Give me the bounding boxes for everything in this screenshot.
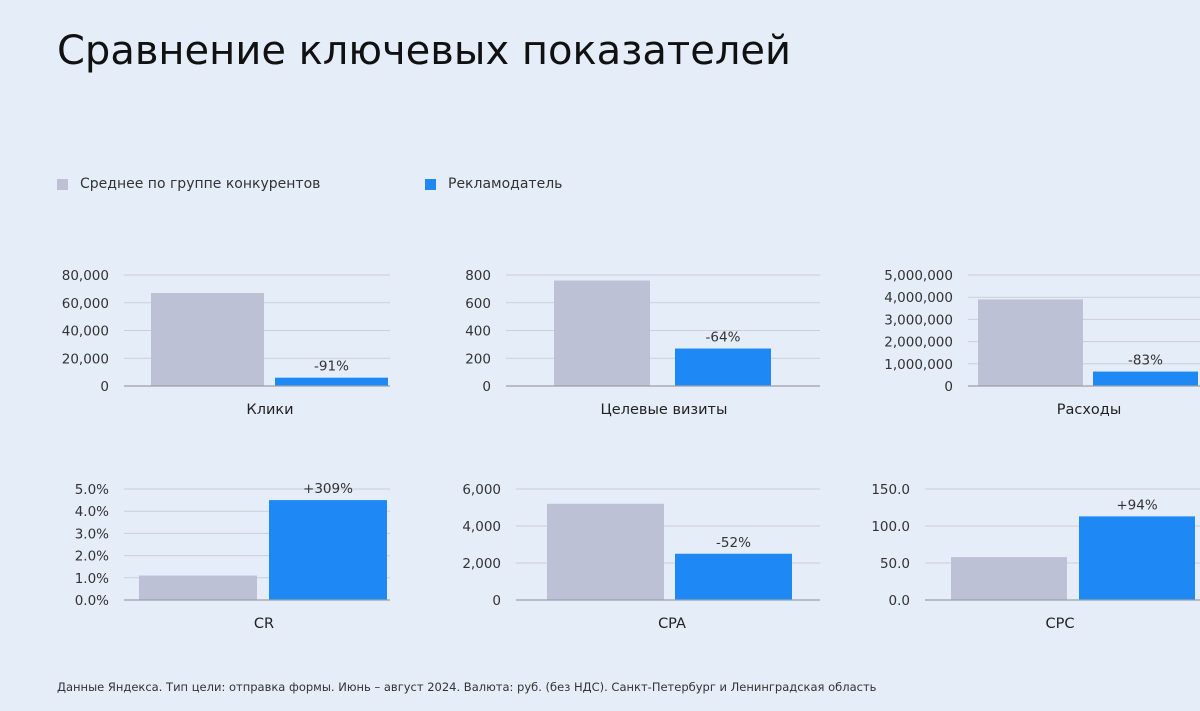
y-tick-label: 50.0 xyxy=(880,556,910,572)
y-tick-label: 0 xyxy=(492,593,501,609)
bar-competitors xyxy=(139,575,257,600)
data-label-change: -91% xyxy=(314,359,349,375)
y-tick-label: 4,000,000 xyxy=(884,290,953,306)
y-tick-label: 800 xyxy=(465,268,491,284)
y-tick-label: 100.0 xyxy=(871,519,910,535)
data-label-change: -83% xyxy=(1128,353,1163,369)
bar-competitors xyxy=(554,280,650,386)
y-tick-label: 6,000 xyxy=(462,482,501,498)
y-tick-label: 200 xyxy=(465,351,491,367)
y-tick-label: 4,000 xyxy=(462,519,501,535)
legend-swatch-advertiser xyxy=(425,178,436,190)
x-category-label: CR xyxy=(254,616,274,632)
y-tick-label: 80,000 xyxy=(62,268,109,284)
x-category-label: CPA xyxy=(658,616,686,632)
y-tick-label: 0.0 xyxy=(889,593,910,609)
y-tick-label: 0 xyxy=(482,379,491,395)
y-tick-label: 1.0% xyxy=(75,571,109,587)
y-tick-label: 20,000 xyxy=(62,351,109,367)
legend-item-competitors: Среднее по группе конкурентов xyxy=(57,176,320,192)
y-tick-label: 4.0% xyxy=(75,504,109,520)
chart-cpa: 6,000 4,000 2,000 0 -52% CPA xyxy=(462,482,820,632)
y-tick-label: 0 xyxy=(100,379,109,395)
y-tick-label: 3.0% xyxy=(75,526,109,542)
bar-competitors xyxy=(951,557,1067,600)
y-tick-label: 40,000 xyxy=(62,324,109,340)
data-label-change: +94% xyxy=(1116,497,1157,513)
bar-advertiser xyxy=(275,377,388,386)
y-tick-label: 2,000,000 xyxy=(884,335,953,351)
x-category-label: Расходы xyxy=(1057,402,1122,418)
legend-item-advertiser: Рекламодатель xyxy=(425,176,562,192)
y-tick-label: 400 xyxy=(465,324,491,340)
y-tick-label: 2,000 xyxy=(462,556,501,572)
y-tick-label: 5,000,000 xyxy=(884,268,953,284)
x-category-label: CPC xyxy=(1046,616,1075,632)
legend-label-advertiser: Рекламодатель xyxy=(448,176,563,192)
legend-label-competitors: Среднее по группе конкурентов xyxy=(80,176,321,192)
data-label-change: +309% xyxy=(303,481,353,497)
x-category-label: Целевые визиты xyxy=(601,402,728,418)
bar-advertiser xyxy=(269,500,387,600)
y-tick-label: 150.0 xyxy=(871,482,910,498)
chart-expenses: 5,000,000 4,000,000 3,000,000 2,000,000 1,00… xyxy=(884,268,1200,418)
y-tick-label: 600 xyxy=(465,296,491,312)
bar-competitors xyxy=(151,293,264,386)
y-tick-label: 3,000,000 xyxy=(884,312,953,328)
y-tick-label: 2.0% xyxy=(75,549,109,565)
bar-advertiser xyxy=(1079,516,1195,600)
chart-clicks: 80,000 60,000 40,000 20,000 0 -91% Клики xyxy=(62,268,390,418)
bar-advertiser xyxy=(1093,371,1198,386)
chart-cr: 5.0% 4.0% 3.0% 2.0% 1.0% 0.0% +309% CR xyxy=(75,481,390,632)
y-tick-label: 1,000,000 xyxy=(884,357,953,373)
chart-cpc: 150.0 100.0 50.0 0.0 +94% CPC xyxy=(871,482,1200,632)
x-category-label: Клики xyxy=(246,402,293,418)
chart-target-visits: 800 600 400 200 0 -64% Целевые визиты xyxy=(465,268,820,418)
page-title: Сравнение ключевых показателей xyxy=(57,28,791,74)
bar-advertiser xyxy=(675,553,792,600)
bar-competitors xyxy=(547,503,664,600)
y-tick-label: 0.0% xyxy=(75,593,109,609)
footnote: Данные Яндекса. Тип цели: отправка формы… xyxy=(57,680,877,694)
y-tick-label: 60,000 xyxy=(62,296,109,312)
bar-competitors xyxy=(978,299,1083,386)
legend-swatch-competitors xyxy=(57,178,68,190)
data-label-change: -52% xyxy=(716,535,751,551)
data-label-change: -64% xyxy=(706,330,741,346)
y-tick-label: 0 xyxy=(944,379,953,395)
y-tick-label: 5.0% xyxy=(75,482,109,498)
bar-advertiser xyxy=(675,348,771,386)
